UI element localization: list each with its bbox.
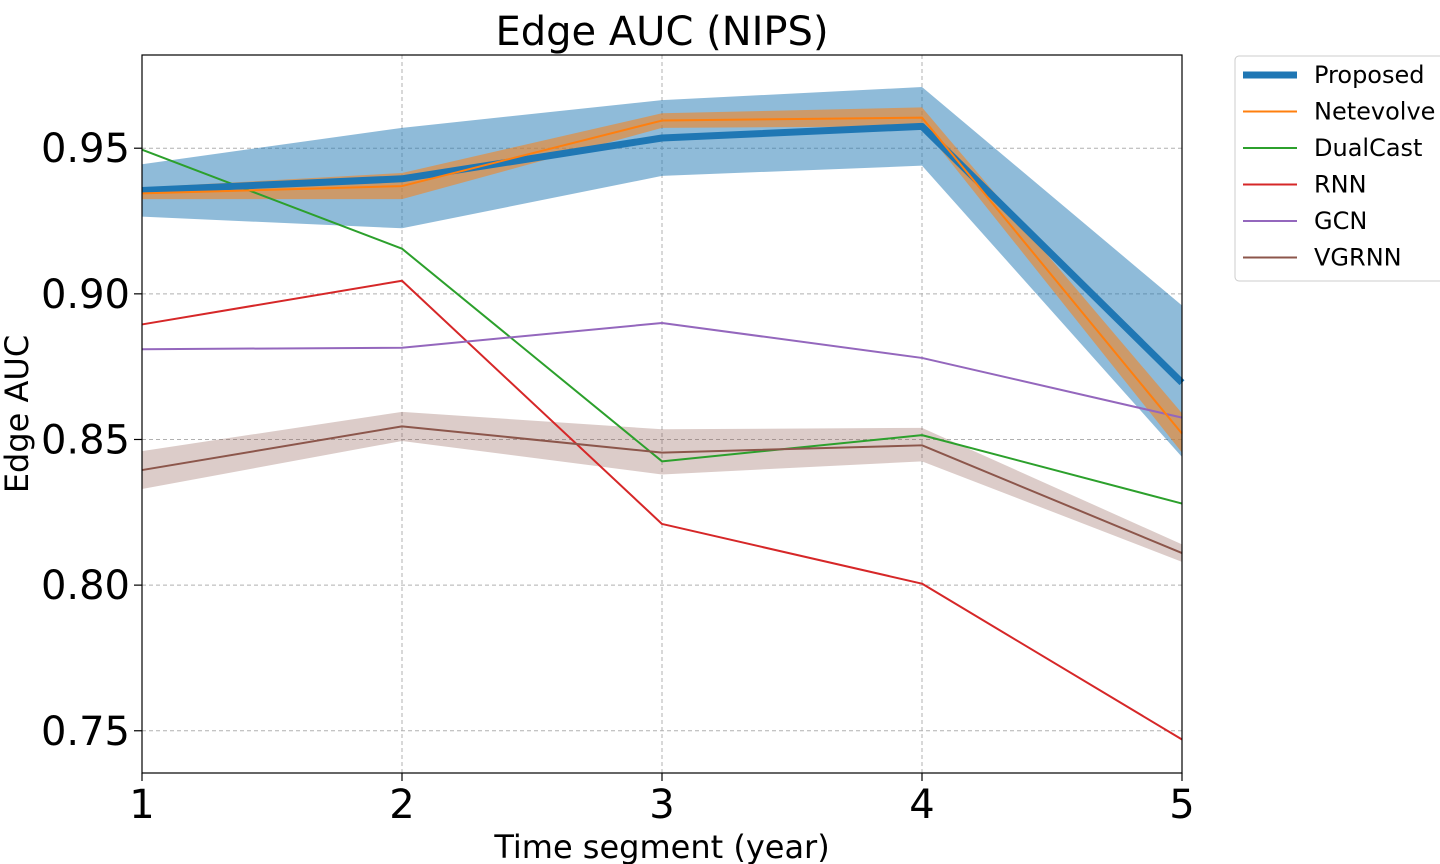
- line-netevolve: [141, 116, 1183, 435]
- y-tick-label: 0.85: [41, 417, 130, 463]
- band-vgrnn: [142, 411, 1182, 562]
- series-lines: [141, 116, 1185, 741]
- legend-label-rnn: RNN: [1314, 171, 1367, 199]
- y-tick-label: 0.95: [41, 126, 130, 172]
- y-tick-label: 0.75: [41, 709, 130, 755]
- x-tick-label: 1: [129, 782, 154, 828]
- legend-label-netevolve: Netevolve: [1314, 98, 1435, 126]
- line-proposed: [141, 122, 1185, 386]
- legend-label-vgrnn: VGRNN: [1314, 244, 1402, 272]
- line-gcn: [141, 321, 1183, 419]
- y-tick-label: 0.80: [41, 563, 130, 609]
- band-netevolve: [142, 107, 1182, 453]
- legend-label-gcn: GCN: [1314, 207, 1367, 235]
- x-tick-label: 5: [1169, 782, 1194, 828]
- line-rnn: [141, 279, 1183, 741]
- axis-ticks: 1 2 3 4 5 0.75 0.80 0.85 0.90 0.95: [41, 126, 1195, 828]
- x-tick-label: 3: [649, 782, 674, 828]
- x-axis-title: Time segment (year): [493, 828, 829, 864]
- x-tick-label: 2: [389, 782, 414, 828]
- legend-label-dualcast: DualCast: [1314, 134, 1422, 162]
- y-axis-title: Edge AUC: [0, 335, 36, 493]
- x-tick-label: 4: [909, 782, 934, 828]
- y-tick-label: 0.90: [41, 272, 130, 318]
- line-vgrnn: [141, 425, 1183, 555]
- line-dualcast: [141, 148, 1183, 505]
- legend-label-proposed: Proposed: [1314, 61, 1425, 89]
- chart-title: Edge AUC (NIPS): [495, 9, 828, 55]
- legend: Proposed Netevolve DualCast RNN GCN VGRNN: [1234, 55, 1440, 282]
